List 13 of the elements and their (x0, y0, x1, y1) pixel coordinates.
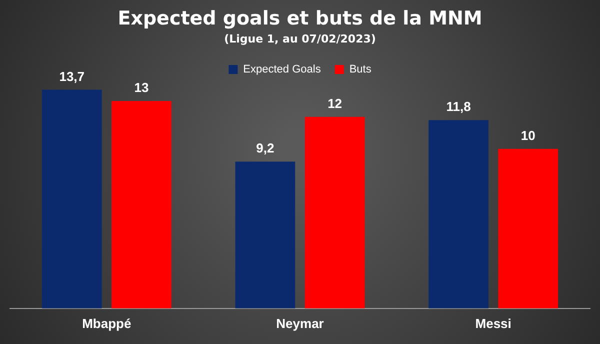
legend-label: Buts (349, 64, 372, 76)
data-label: 13,7 (59, 68, 85, 84)
data-label: 13 (134, 80, 149, 96)
data-label: 10 (520, 128, 536, 143)
legend-label: Expected Goals (243, 64, 322, 76)
x-tick-label: Mbappé (82, 316, 132, 331)
x-tick-label: Neymar (276, 316, 324, 331)
chart-subtitle: (Ligue 1, au 07/02/2023) (224, 32, 376, 46)
x-tick-label: Messi (475, 316, 512, 331)
data-label: 12 (328, 96, 342, 111)
chart-title: Expected goals et buts de la MNM (118, 7, 482, 30)
data-label: 9,2 (256, 140, 274, 156)
data-label: 11,8 (446, 99, 471, 114)
